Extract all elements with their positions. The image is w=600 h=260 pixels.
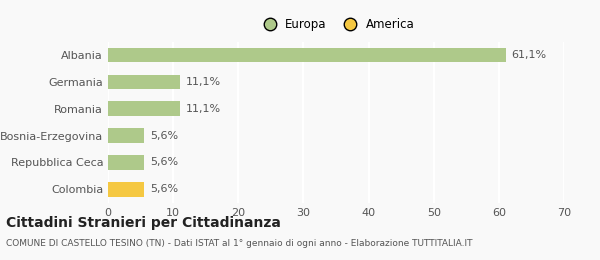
Text: 5,6%: 5,6%: [149, 158, 178, 167]
Text: COMUNE DI CASTELLO TESINO (TN) - Dati ISTAT al 1° gennaio di ogni anno - Elabora: COMUNE DI CASTELLO TESINO (TN) - Dati IS…: [6, 239, 473, 248]
Text: Cittadini Stranieri per Cittadinanza: Cittadini Stranieri per Cittadinanza: [6, 216, 281, 230]
Bar: [108, 128, 145, 143]
Bar: [108, 155, 145, 170]
Text: 61,1%: 61,1%: [511, 50, 547, 60]
Text: 11,1%: 11,1%: [185, 104, 221, 114]
Text: 5,6%: 5,6%: [149, 131, 178, 141]
Legend: Europa, America: Europa, America: [253, 14, 419, 36]
Bar: [108, 182, 145, 197]
Bar: [108, 75, 181, 89]
Bar: [108, 48, 506, 62]
Text: 11,1%: 11,1%: [185, 77, 221, 87]
Text: 5,6%: 5,6%: [149, 184, 178, 194]
Bar: [108, 101, 181, 116]
